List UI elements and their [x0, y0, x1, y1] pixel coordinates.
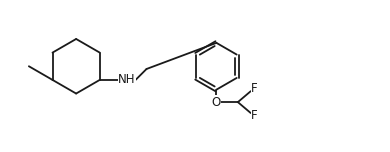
Text: O: O [212, 96, 221, 109]
Text: F: F [251, 82, 257, 95]
Text: NH: NH [118, 73, 136, 86]
Text: F: F [251, 109, 257, 122]
